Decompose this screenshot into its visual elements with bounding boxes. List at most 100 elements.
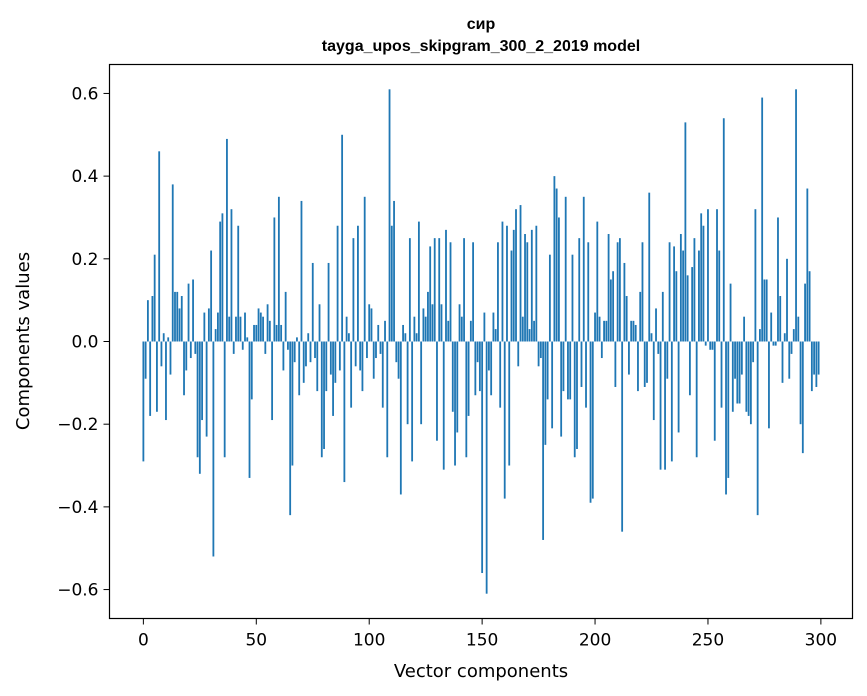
bar-component-111 — [393, 200, 395, 342]
bar-component-213 — [623, 262, 626, 342]
bar-component-26 — [201, 341, 203, 421]
bar-component-265 — [740, 341, 743, 375]
plot-frame — [108, 63, 854, 620]
bar-component-264 — [738, 341, 741, 404]
bar-component-51 — [257, 308, 260, 342]
bar-component-294 — [806, 188, 809, 342]
bar-component-229 — [659, 341, 662, 470]
bar-component-57 — [271, 341, 274, 421]
bar-component-234 — [670, 341, 673, 462]
bar-component-220 — [639, 291, 642, 342]
bar-component-274 — [761, 97, 764, 342]
bar-component-113 — [397, 341, 400, 379]
bar-component-142 — [463, 238, 465, 342]
bar-component-217 — [632, 320, 635, 342]
bar-component-162 — [508, 341, 511, 466]
bar-component-179 — [546, 341, 549, 400]
bar-component-154 — [490, 341, 493, 396]
bar-component-171 — [528, 329, 531, 342]
bar-component-282 — [779, 296, 782, 342]
bar-component-268 — [747, 341, 750, 416]
bar-component-49 — [253, 324, 255, 342]
bar-component-177 — [542, 341, 545, 540]
bar-component-79 — [320, 341, 323, 458]
bar-component-21 — [189, 341, 192, 359]
bar-component-178 — [544, 341, 547, 445]
bar-component-253 — [713, 341, 716, 441]
bar-component-186 — [562, 341, 565, 392]
bar-component-130 — [436, 341, 438, 441]
bar-component-118 — [408, 238, 411, 342]
bar-component-209 — [614, 341, 617, 387]
bar-component-169 — [524, 234, 526, 342]
chart-subtitle: tayga_upos_skipgram_300_2_2019 model — [322, 38, 640, 55]
bar-component-164 — [512, 229, 515, 342]
chart-title: сир — [467, 16, 496, 33]
bar-component-281 — [777, 217, 779, 342]
bar-component-257 — [722, 118, 725, 342]
bar-component-227 — [655, 308, 657, 342]
bar-component-105 — [379, 341, 382, 354]
bar-component-289 — [795, 89, 797, 342]
bar-component-195 — [582, 196, 585, 342]
bar-component-123 — [420, 341, 423, 425]
bar-component-121 — [415, 333, 418, 342]
y-axis-label: Components values — [13, 252, 34, 430]
bar-component-241 — [686, 275, 689, 342]
bar-component-95 — [357, 225, 359, 342]
bar-component-256 — [720, 341, 723, 408]
bar-component-180 — [548, 254, 551, 342]
bar-component-56 — [268, 320, 271, 342]
bar-component-143 — [465, 341, 468, 458]
y-tick-label: −0.2 — [57, 415, 98, 435]
bar-component-127 — [429, 246, 432, 342]
bar-component-109 — [388, 89, 391, 342]
bar-component-208 — [612, 271, 615, 342]
bar-component-43 — [239, 316, 242, 342]
bar-component-137 — [451, 341, 454, 412]
bar-component-288 — [792, 329, 795, 342]
y-axis-ticks: −0.6 −0.4 −0.2 0.0 0.2 0.4 0.6 — [57, 84, 110, 601]
bar-component-196 — [585, 341, 587, 408]
y-tick-label: 0.6 — [71, 84, 98, 104]
bar-component-55 — [266, 304, 269, 342]
bar-component-30 — [210, 250, 213, 342]
bar-component-201 — [596, 221, 599, 342]
bar-component-232 — [666, 341, 669, 379]
bar-component-11 — [167, 337, 170, 342]
bar-component-104 — [377, 324, 380, 342]
bar-component-163 — [510, 250, 513, 342]
bar-component-93 — [352, 238, 355, 342]
bar-component-175 — [537, 341, 540, 367]
bar-component-42 — [237, 225, 240, 342]
bar-component-90 — [345, 316, 348, 342]
bar-component-8 — [160, 341, 163, 367]
bar-component-133 — [442, 341, 445, 470]
bar-component-27 — [203, 312, 206, 342]
bar-component-203 — [600, 341, 603, 359]
bar-component-34 — [219, 221, 222, 342]
bar-component-102 — [372, 341, 375, 379]
bar-component-188 — [567, 341, 569, 400]
bar-component-40 — [232, 341, 235, 354]
bar-component-287 — [790, 341, 793, 354]
bar-component-211 — [618, 238, 621, 342]
bar-component-270 — [752, 341, 755, 363]
bar-component-148 — [476, 341, 479, 363]
bar-component-182 — [553, 176, 556, 342]
bar-component-12 — [169, 341, 172, 375]
bar-component-92 — [350, 341, 353, 408]
bar-component-226 — [652, 341, 655, 421]
bar-component-199 — [591, 341, 594, 499]
bar-component-107 — [384, 320, 386, 342]
bar-component-174 — [535, 225, 538, 342]
bar-component-242 — [688, 341, 691, 396]
bar-component-48 — [250, 341, 253, 400]
bar-component-172 — [530, 229, 533, 342]
bar-component-221 — [641, 242, 644, 342]
bar-component-218 — [634, 324, 637, 342]
bar-component-235 — [673, 246, 675, 342]
y-tick-label: −0.6 — [57, 581, 98, 601]
bar-component-2 — [146, 300, 149, 342]
bar-component-276 — [765, 279, 768, 342]
